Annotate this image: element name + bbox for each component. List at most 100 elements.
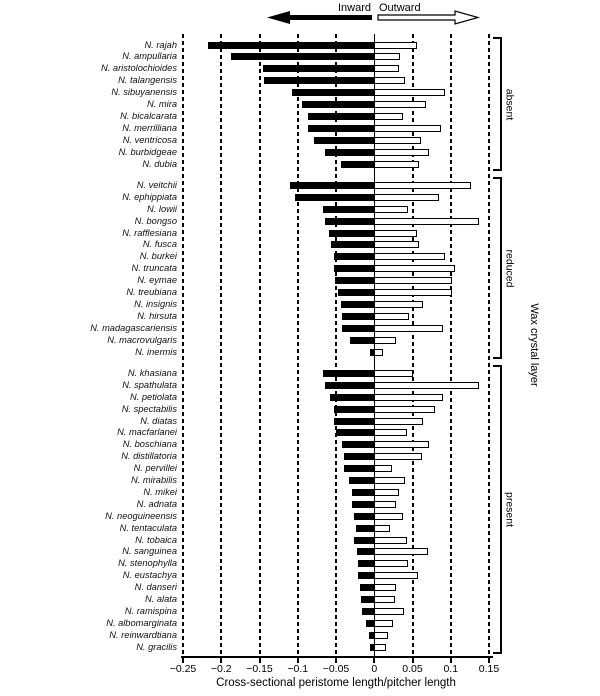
inward-bar	[355, 524, 375, 532]
species-label: N. merrilliana	[122, 122, 177, 133]
inward-bar	[368, 631, 375, 639]
gridline	[220, 34, 223, 656]
outward-bar	[374, 631, 389, 639]
x-axis-tick	[411, 658, 414, 663]
species-label: N. boschiana	[122, 439, 177, 450]
inward-bar	[361, 596, 375, 603]
inward-bar	[354, 536, 375, 544]
species-label: N. hirsuta	[137, 310, 177, 321]
x-axis-tick	[220, 658, 223, 663]
outward-bar	[374, 619, 394, 627]
outward-bar	[374, 65, 400, 73]
inward-bar	[322, 205, 375, 213]
zero-gridline	[373, 34, 375, 656]
outward-bar	[374, 488, 400, 496]
inward-bar	[342, 324, 375, 332]
species-label: N. danseri	[134, 582, 177, 593]
species-label: N. mirabilis	[131, 475, 177, 485]
species-label: N. bicalcarata	[120, 110, 177, 121]
species-label: N. stenophylla	[118, 558, 177, 569]
inward-bar	[340, 160, 375, 168]
species-label: N. bongso	[134, 215, 177, 226]
inward-bar	[290, 181, 375, 189]
inward-bar	[313, 136, 375, 144]
inward-bar	[343, 453, 375, 461]
outward-bar	[374, 77, 405, 85]
outward-bar	[374, 477, 405, 484]
outward-bar	[374, 160, 419, 168]
species-label: N. veitchii	[136, 179, 177, 190]
inward-legend-label: Inward	[337, 2, 371, 14]
outward-bar	[374, 417, 424, 425]
gridline	[449, 34, 452, 656]
inward-bar	[324, 148, 375, 156]
outward-arrow-icon	[377, 10, 481, 25]
outward-bar	[374, 572, 418, 580]
inward-bar	[325, 381, 375, 389]
x-axis-tick	[182, 658, 184, 663]
inward-bar	[307, 112, 375, 120]
inward-bar	[334, 265, 375, 273]
species-label: N. burkei	[139, 251, 177, 262]
species-label: N. gracilis	[136, 641, 177, 652]
outward-bar	[374, 607, 405, 615]
outward-bar	[374, 89, 446, 97]
x-tick-label: −0.1	[287, 663, 309, 675]
species-label: N. ampullaria	[122, 51, 177, 62]
outward-legend-label: Outward	[379, 2, 421, 14]
x-axis-tick	[488, 658, 490, 663]
species-label: N. burbidgeae	[118, 146, 177, 157]
gridline	[296, 34, 299, 656]
species-label: N. macrovulgaris	[107, 334, 177, 345]
inward-bar	[370, 348, 375, 356]
group-label-absent: absent	[503, 88, 516, 120]
x-tick-label: 0.1	[443, 663, 459, 675]
species-label: N. rajah	[144, 39, 177, 50]
inward-bar	[334, 417, 375, 425]
right-axis-label: Wax crystal layer	[528, 303, 540, 387]
outward-bar	[374, 265, 456, 273]
inward-bar	[333, 253, 375, 261]
outward-bar	[374, 300, 424, 308]
outward-bar	[374, 217, 480, 225]
direction-arrows	[267, 10, 481, 25]
outward-bar	[374, 536, 408, 544]
outward-bar	[374, 241, 419, 249]
outward-bar	[374, 596, 395, 603]
inward-bar	[343, 465, 375, 473]
species-label: N. mikei	[143, 486, 177, 497]
species-label: N. albomarginata	[106, 617, 177, 628]
inward-bar	[325, 217, 375, 225]
outward-bar	[374, 148, 430, 156]
gridline	[411, 34, 414, 656]
outward-bar	[374, 524, 391, 532]
species-label: N. spathulata	[122, 379, 177, 390]
species-label: N. neoguineensis	[105, 510, 177, 521]
outward-bar	[374, 181, 472, 189]
outward-bar	[374, 584, 396, 592]
inward-bar	[356, 548, 375, 556]
species-label: N. sibuyanensis	[111, 87, 177, 98]
x-tick-label: 0	[371, 663, 378, 675]
inward-bar	[349, 336, 375, 344]
species-label: N. petiolata	[129, 391, 177, 402]
outward-bar	[374, 548, 428, 556]
species-label: N. ventricosa	[122, 134, 177, 145]
outward-bar	[374, 560, 408, 568]
species-label: N. insignis	[134, 298, 177, 309]
inward-bar	[353, 512, 375, 520]
outward-bar	[374, 136, 421, 144]
species-label: N. pervillei	[133, 463, 177, 474]
species-label: N. distillatoria	[121, 451, 177, 462]
outward-bar	[374, 277, 452, 285]
outward-bar	[374, 405, 436, 413]
outward-bar	[374, 369, 413, 377]
outward-bar	[374, 393, 444, 401]
inward-bar	[365, 619, 375, 627]
x-axis-title: Cross-sectional peristome length/pitcher…	[216, 677, 456, 689]
inward-bar	[336, 429, 375, 437]
group-bracket-absent	[493, 37, 502, 171]
group-label-reduced: reduced	[503, 249, 516, 288]
